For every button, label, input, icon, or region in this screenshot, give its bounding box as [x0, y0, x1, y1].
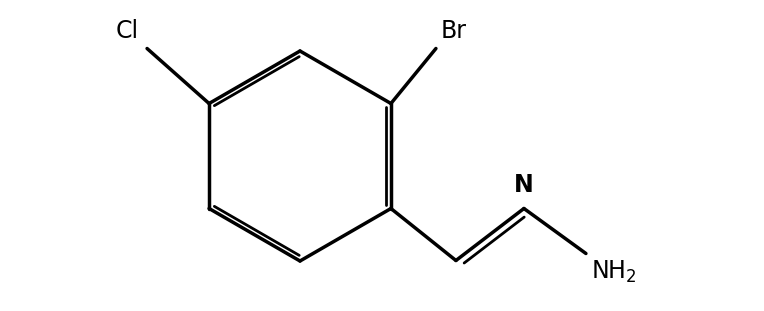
Text: NH$_2$: NH$_2$ [591, 258, 636, 285]
Text: Br: Br [441, 20, 467, 44]
Text: N: N [514, 173, 534, 197]
Text: Cl: Cl [116, 20, 139, 44]
